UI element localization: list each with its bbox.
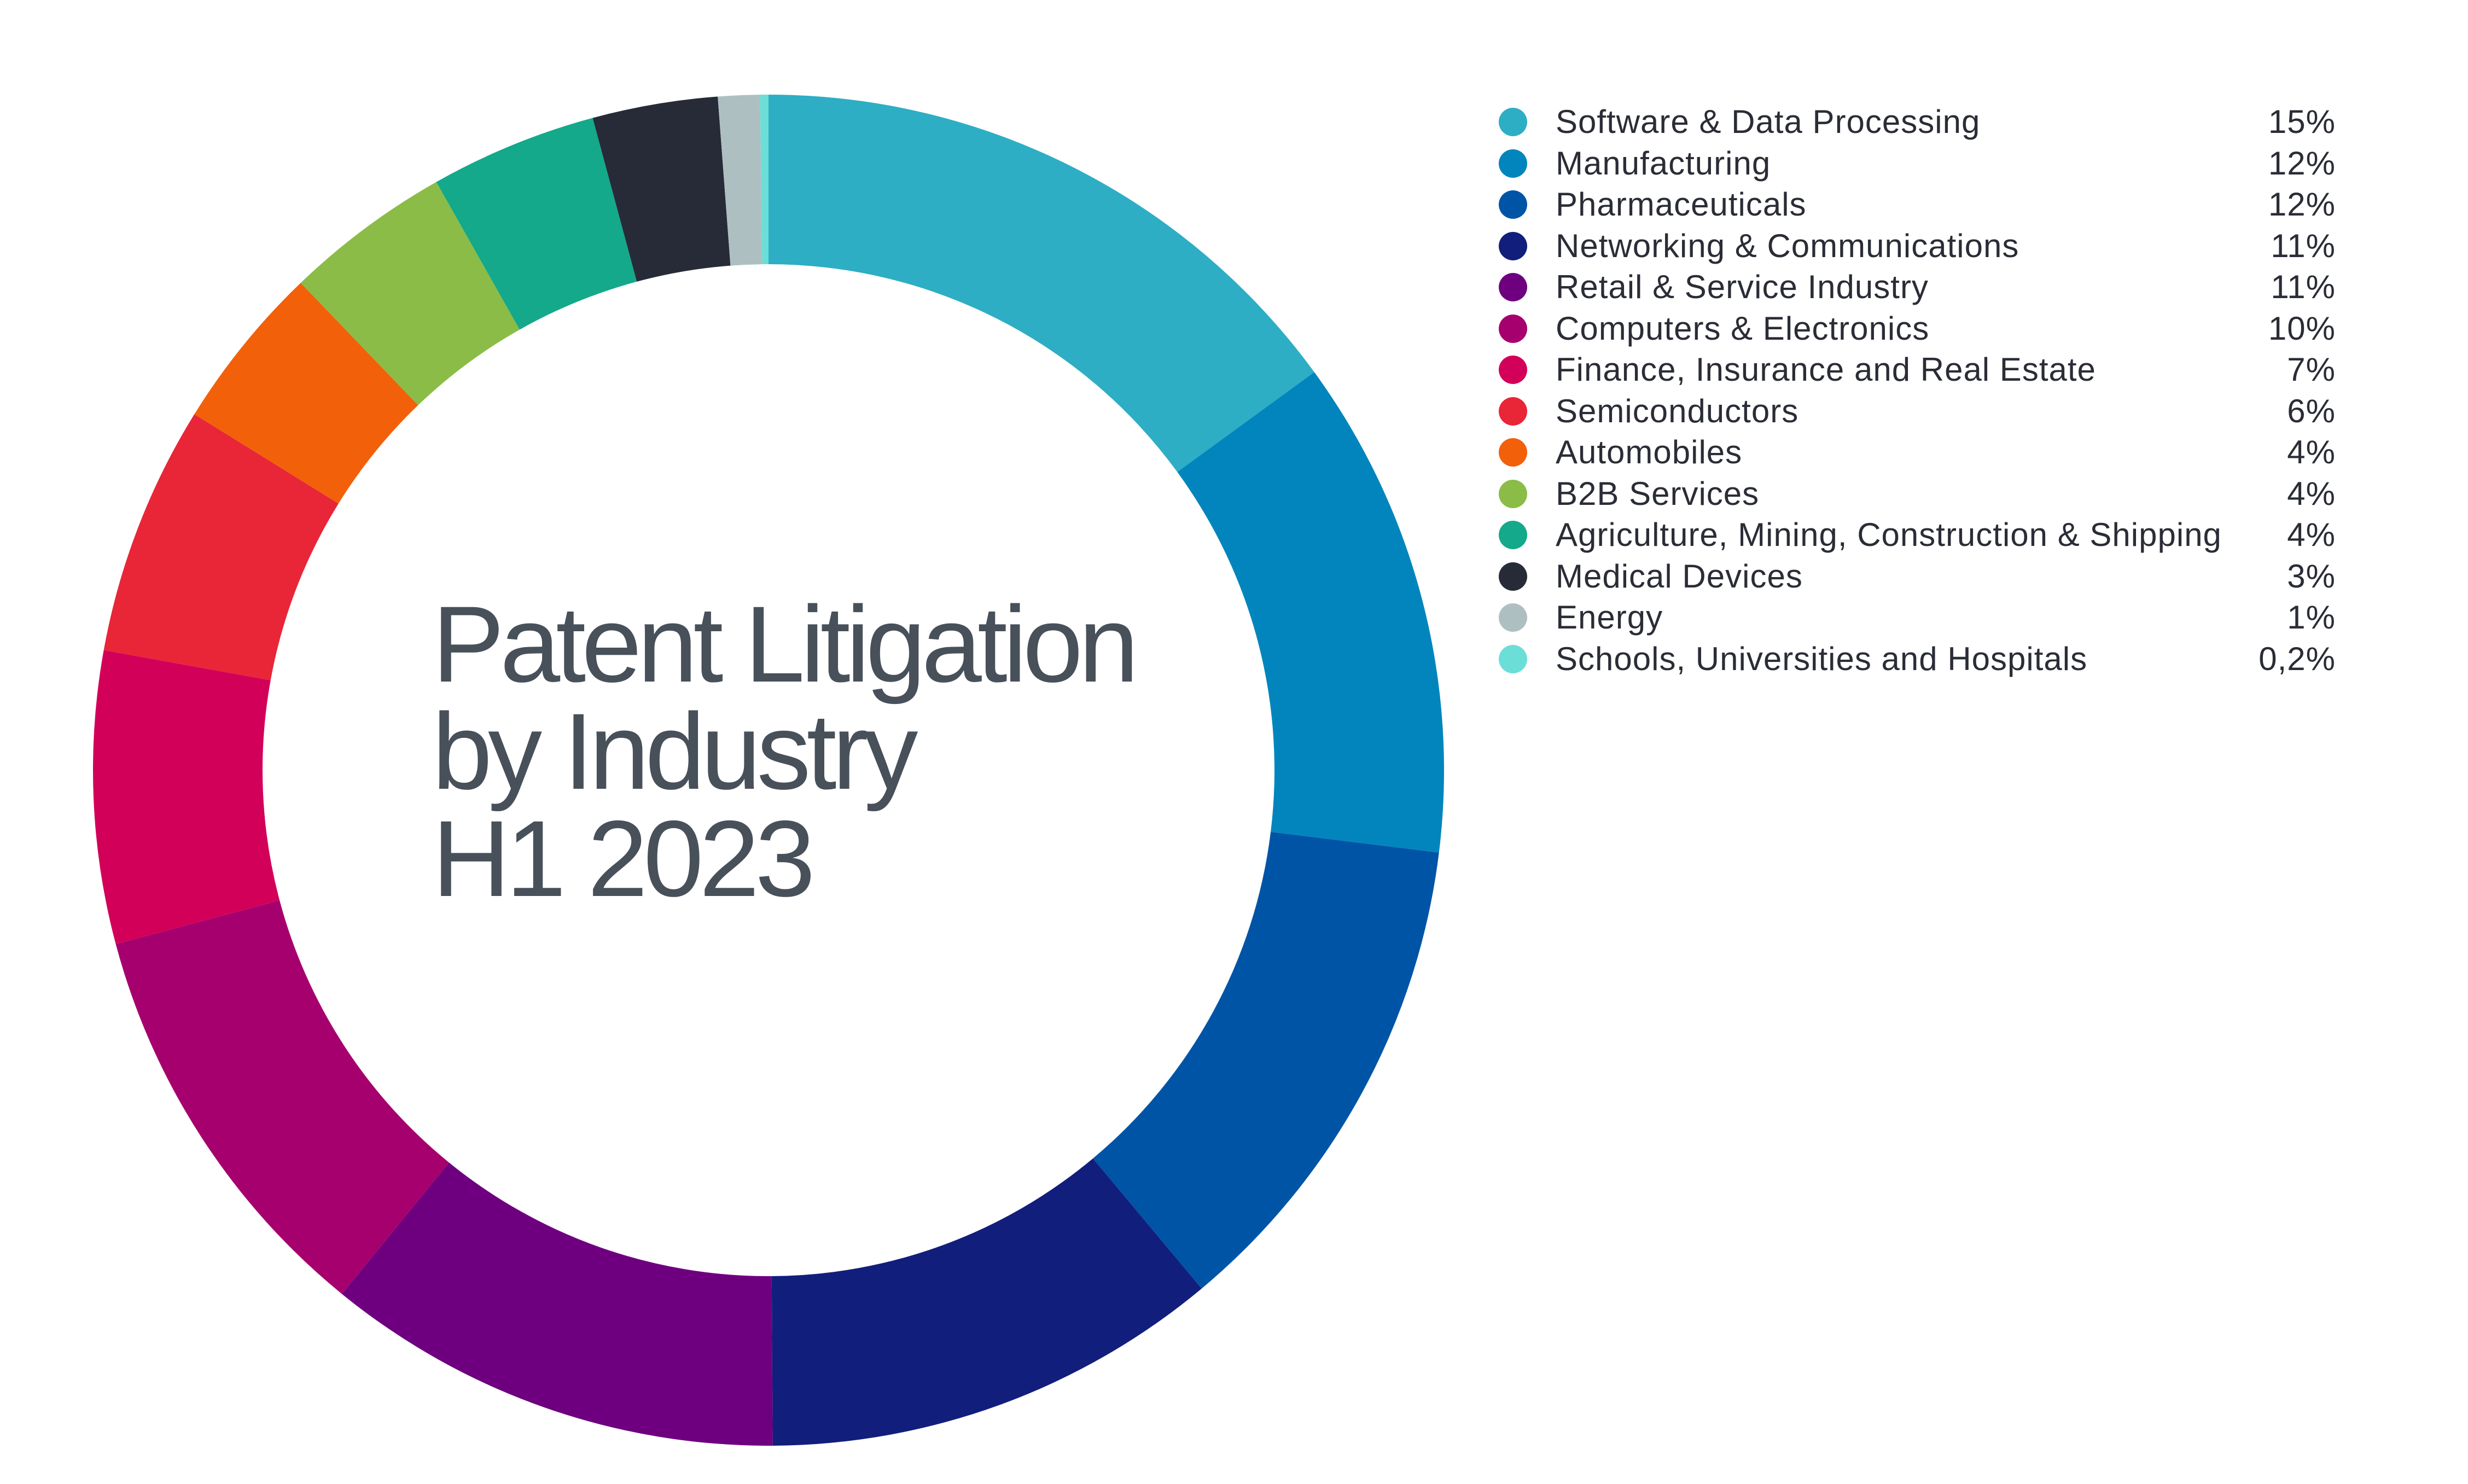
donut-slice: [1177, 372, 1444, 853]
legend-item: Networking & Communications 11%: [1499, 225, 2336, 267]
legend-item: Retail & Service Industry 11%: [1499, 266, 2336, 308]
legend-item: Computers & Electronics 10%: [1499, 308, 2336, 350]
chart-title: Patent Litigation by Industry H1 2023: [432, 584, 1139, 919]
legend-value: 6%: [2287, 392, 2336, 429]
donut-slice: [103, 414, 339, 680]
legend-item: Automobiles 4%: [1499, 432, 2336, 473]
legend-label: Medical Devices: [1556, 557, 1803, 595]
legend: Software & Data Processing 15% Manufacturi…: [1499, 101, 2336, 679]
legend-value: 12%: [2268, 186, 2336, 223]
legend-label: Retail & Service Industry: [1556, 269, 1929, 305]
donut-slice: [93, 650, 280, 944]
donut-slice: [436, 118, 637, 330]
legend-label: Automobiles: [1556, 434, 1743, 470]
donut-slice: [769, 95, 1314, 472]
legend-item: Finance, Insurance and Real Estate 7%: [1499, 349, 2336, 391]
donut-slice: [194, 283, 418, 504]
legend-label: Semiconductors: [1556, 392, 1799, 429]
legend-item: Software & Data Processing 15%: [1499, 101, 2336, 143]
legend-swatch: [1499, 438, 1527, 467]
legend-value: 11%: [2271, 269, 2336, 305]
legend-value: 4%: [2287, 475, 2336, 512]
legend-item: Medical Devices 3%: [1499, 556, 2336, 597]
legend-swatch: [1499, 479, 1527, 508]
legend-value: 10%: [2268, 310, 2336, 347]
legend-swatch: [1499, 149, 1527, 178]
legend-value: 15%: [2268, 103, 2336, 140]
legend-item: Pharmaceuticals 12%: [1499, 184, 2336, 225]
legend-item: B2B Services 4%: [1499, 473, 2336, 515]
legend-item: Energy 1%: [1499, 597, 2336, 638]
legend-value: 7%: [2287, 351, 2336, 388]
legend-swatch: [1499, 314, 1527, 343]
legend-value: 0,2%: [2259, 640, 2336, 677]
legend-swatch: [1499, 521, 1527, 549]
donut-slice: [115, 900, 449, 1294]
legend-swatch: [1499, 190, 1527, 219]
legend-swatch: [1499, 562, 1527, 591]
legend-swatch: [1499, 356, 1527, 384]
donut-slice: [342, 1162, 773, 1446]
legend-label: B2B Services: [1556, 475, 1760, 512]
legend-value: 4%: [2287, 434, 2336, 470]
legend-swatch: [1499, 397, 1527, 426]
legend-swatch: [1499, 644, 1527, 673]
legend-value: 1%: [2287, 599, 2336, 636]
legend-label: Software & Data Processing: [1556, 103, 1981, 140]
chart-title-line-3: H1 2023: [432, 798, 816, 919]
legend-label: Agriculture, Mining, Construction & Ship…: [1556, 516, 2222, 553]
donut-slice: [771, 1158, 1202, 1446]
legend-label: Pharmaceuticals: [1556, 186, 1807, 223]
donut-slice: [1093, 831, 1439, 1289]
legend-swatch: [1499, 273, 1527, 301]
legend-item: Semiconductors 6%: [1499, 391, 2336, 432]
legend-label: Networking & Communications: [1556, 227, 2019, 264]
donut-slice: [592, 96, 731, 282]
legend-label: Computers & Electronics: [1556, 310, 1930, 347]
legend-swatch: [1499, 231, 1527, 260]
legend-value: 3%: [2287, 557, 2336, 595]
legend-item: Manufacturing 12%: [1499, 143, 2336, 184]
legend-value: 11%: [2271, 227, 2336, 264]
legend-value: 4%: [2287, 516, 2336, 553]
legend-swatch: [1499, 108, 1527, 136]
legend-item: Agriculture, Mining, Construction & Ship…: [1499, 514, 2336, 556]
donut-slice: [760, 95, 769, 265]
legend-value: 12%: [2268, 144, 2336, 182]
legend-swatch: [1499, 603, 1527, 632]
legend-label: Schools, Universities and Hospitals: [1556, 640, 2088, 677]
chart-title-line-2: by Industry: [432, 691, 918, 812]
donut-slice: [718, 95, 762, 266]
legend-label: Finance, Insurance and Real Estate: [1556, 351, 2096, 388]
legend-label: Energy: [1556, 599, 1663, 636]
donut-slice: [300, 182, 520, 405]
chart-title-line-1: Patent Litigation: [432, 584, 1139, 705]
legend-item: Schools, Universities and Hospitals 0,2%: [1499, 638, 2336, 680]
legend-label: Manufacturing: [1556, 144, 1771, 182]
